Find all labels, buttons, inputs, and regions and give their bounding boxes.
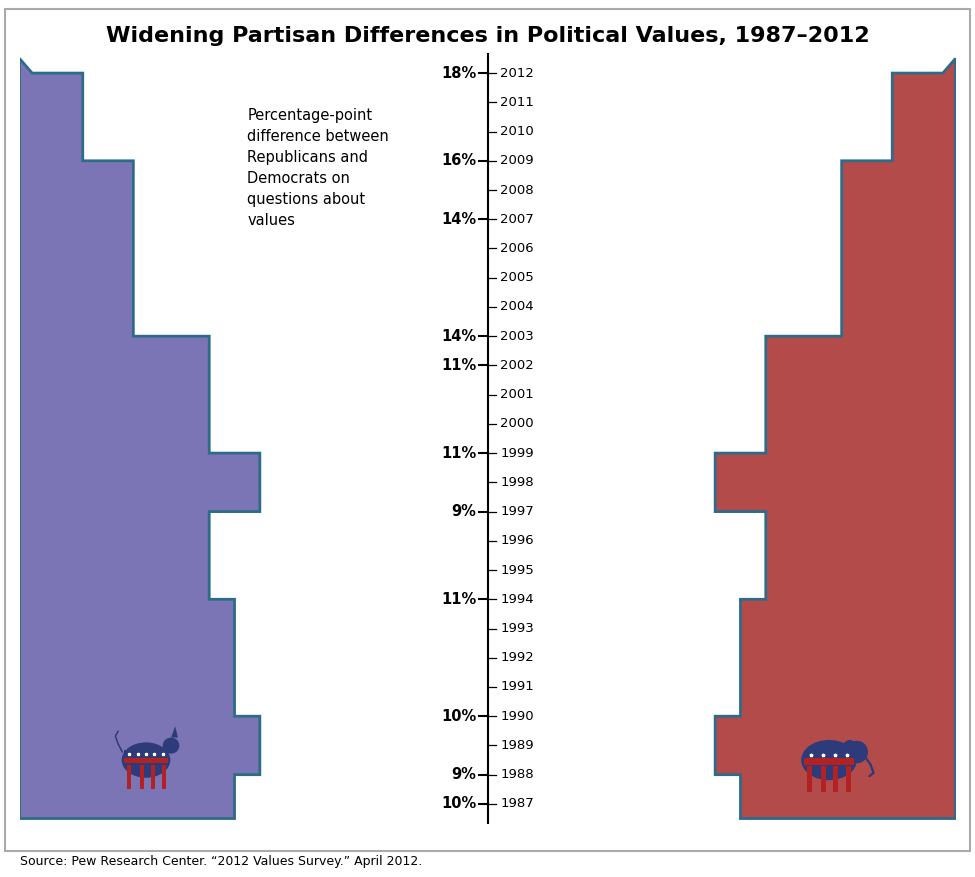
Text: 1994: 1994 xyxy=(500,593,533,606)
Text: 18%: 18% xyxy=(441,66,476,81)
Text: 1989: 1989 xyxy=(500,739,533,752)
Bar xyxy=(127,765,132,789)
Text: 2000: 2000 xyxy=(500,417,533,431)
Text: 1991: 1991 xyxy=(500,681,534,694)
Bar xyxy=(151,765,155,789)
Text: 1987: 1987 xyxy=(500,797,534,810)
Text: 2007: 2007 xyxy=(500,213,534,225)
Text: 10%: 10% xyxy=(441,796,476,811)
Bar xyxy=(846,766,851,792)
Text: 1997: 1997 xyxy=(500,505,534,518)
Text: 2012: 2012 xyxy=(500,67,534,80)
Text: 11%: 11% xyxy=(441,592,476,607)
Text: 1988: 1988 xyxy=(500,768,533,781)
Text: 2004: 2004 xyxy=(500,301,533,313)
Text: 2008: 2008 xyxy=(500,183,533,196)
Text: 2006: 2006 xyxy=(500,242,533,255)
Text: 10%: 10% xyxy=(441,709,476,724)
Text: 11%: 11% xyxy=(441,446,476,460)
Text: 2002: 2002 xyxy=(500,359,534,372)
Text: 1992: 1992 xyxy=(500,652,534,664)
Text: 2005: 2005 xyxy=(500,271,534,284)
Ellipse shape xyxy=(163,738,179,753)
Text: 16%: 16% xyxy=(441,153,476,168)
Text: 9%: 9% xyxy=(451,767,476,782)
Bar xyxy=(804,752,854,759)
Polygon shape xyxy=(171,726,178,738)
Text: 2009: 2009 xyxy=(500,154,533,168)
Bar xyxy=(124,751,169,758)
Text: Percentage-point
difference between
Republicans and
Democrats on
questions about: Percentage-point difference between Repu… xyxy=(248,108,389,228)
Text: 2001: 2001 xyxy=(500,389,534,401)
Ellipse shape xyxy=(845,741,868,763)
Text: 9%: 9% xyxy=(451,504,476,519)
Bar xyxy=(834,766,838,792)
Bar xyxy=(162,765,166,789)
Text: 2011: 2011 xyxy=(500,96,534,109)
Text: 1998: 1998 xyxy=(500,476,533,488)
Bar xyxy=(807,766,812,792)
Text: 1996: 1996 xyxy=(500,534,533,547)
Text: 11%: 11% xyxy=(441,358,476,373)
Ellipse shape xyxy=(801,740,857,781)
Text: 1993: 1993 xyxy=(500,622,534,635)
Text: 14%: 14% xyxy=(441,211,476,227)
Polygon shape xyxy=(716,59,956,818)
Bar xyxy=(124,751,169,763)
Text: 14%: 14% xyxy=(441,329,476,344)
Ellipse shape xyxy=(843,740,857,754)
Bar xyxy=(804,752,854,765)
Text: 1995: 1995 xyxy=(500,564,534,576)
Text: Source: Pew Research Center. “2012 Values Survey.” April 2012.: Source: Pew Research Center. “2012 Value… xyxy=(20,855,422,868)
Text: 2003: 2003 xyxy=(500,330,534,343)
Text: 2010: 2010 xyxy=(500,125,534,138)
Bar xyxy=(821,766,826,792)
Text: 1990: 1990 xyxy=(500,709,533,723)
Bar xyxy=(139,765,144,789)
Polygon shape xyxy=(20,59,259,818)
Text: Widening Partisan Differences in Political Values, 1987–2012: Widening Partisan Differences in Politic… xyxy=(105,26,870,46)
Ellipse shape xyxy=(122,742,171,778)
Text: 1999: 1999 xyxy=(500,446,533,460)
